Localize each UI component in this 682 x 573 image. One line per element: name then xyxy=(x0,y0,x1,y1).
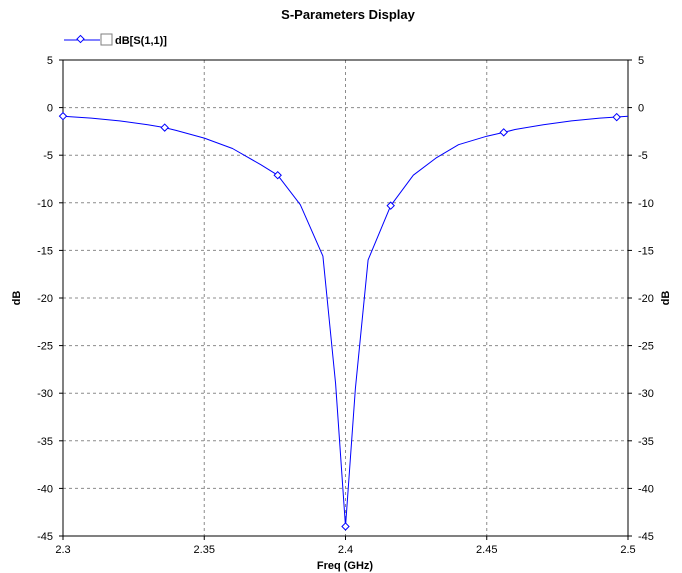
y-tick-label-left: 0 xyxy=(47,103,53,115)
y-tick-label-left: -35 xyxy=(37,436,53,448)
x-tick-label: 2.5 xyxy=(620,544,635,556)
y-tick-label-right: -5 xyxy=(638,150,648,162)
y-tick-label-left: -40 xyxy=(37,483,53,495)
data-marker xyxy=(273,170,282,180)
y-tick-label-left: -30 xyxy=(37,388,53,400)
x-tick-label: 2.35 xyxy=(194,544,215,556)
y-tick-label-right: -10 xyxy=(638,198,654,210)
y-tick-label-left: -25 xyxy=(37,341,53,353)
grid xyxy=(63,60,628,536)
legend-marker-sample xyxy=(76,34,85,44)
y-tick-label-left: -10 xyxy=(37,198,53,210)
data-marker xyxy=(160,123,169,132)
data-marker xyxy=(612,112,621,122)
data-marker xyxy=(58,111,68,121)
y-axis-right: 5 0 -5 -10 -15 -20 -25 -30 -35 -40 -45 xyxy=(628,55,654,543)
y-tick-label-right: -25 xyxy=(638,341,654,353)
y-tick-label-right: 0 xyxy=(638,103,644,115)
y-tick-label-left: -45 xyxy=(37,531,53,543)
x-tick-label: 2.45 xyxy=(476,544,497,556)
legend: dB[S(1,1)] xyxy=(64,33,167,47)
y-tick-label-left: -5 xyxy=(43,150,53,162)
y-tick-label-left: -20 xyxy=(37,293,53,305)
x-tick-label: 2.3 xyxy=(55,544,70,556)
y-tick-label-left: 5 xyxy=(47,55,53,67)
data-marker xyxy=(341,522,350,531)
y-tick-label-right: -20 xyxy=(638,293,654,305)
y-axis-left: 5 0 -5 -10 -15 -20 -25 -30 -35 -40 -45 xyxy=(37,55,63,543)
y-tick-label-right: -15 xyxy=(638,245,654,257)
y-tick-label-right: -40 xyxy=(638,483,654,495)
data-marker xyxy=(499,128,508,137)
x-tick-label: 2.4 xyxy=(338,544,353,556)
y-axis-title-right: dB xyxy=(660,291,672,306)
legend-label: dB[S(1,1)] xyxy=(115,35,167,47)
chart-title: S-Parameters Display xyxy=(281,7,415,22)
y-tick-label-left: -15 xyxy=(37,245,53,257)
y-tick-label-right: 5 xyxy=(638,55,644,67)
marker-layer xyxy=(58,111,621,531)
y-tick-label-right: -30 xyxy=(638,388,654,400)
y-tick-label-right: -45 xyxy=(638,531,654,543)
y-axis-title-left: dB xyxy=(11,291,23,306)
x-axis-title: Freq (GHz) xyxy=(317,560,374,572)
y-tick-label-right: -35 xyxy=(638,436,654,448)
data-marker xyxy=(386,201,395,210)
x-axis: 2.3 2.35 2.4 2.45 2.5 xyxy=(55,536,636,556)
legend-checkbox[interactable] xyxy=(100,33,113,46)
